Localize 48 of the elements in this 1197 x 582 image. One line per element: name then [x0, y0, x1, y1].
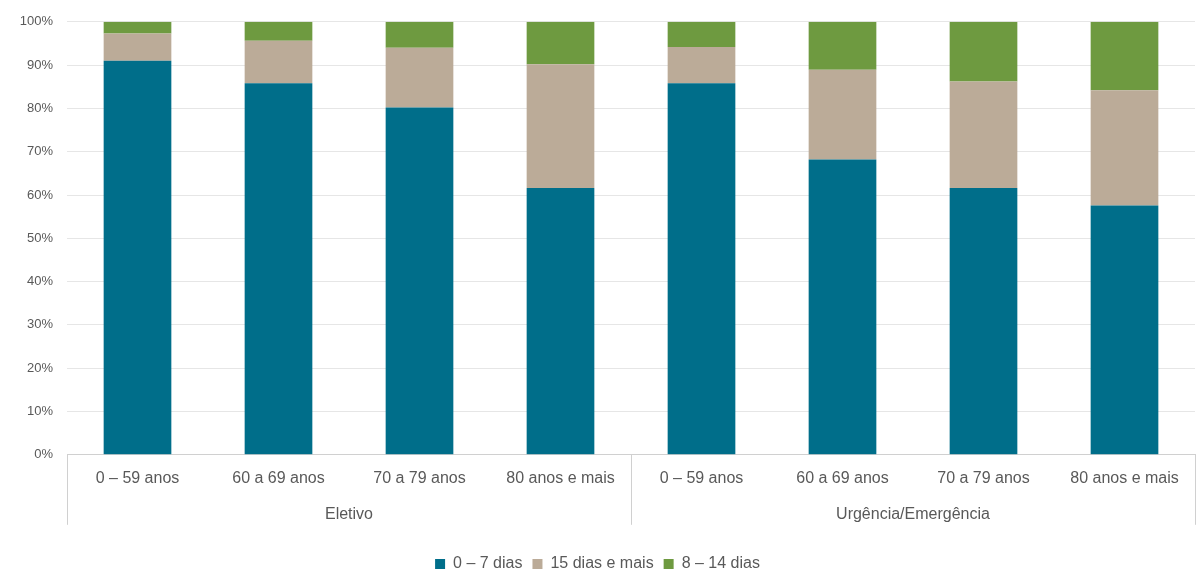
y-tick-label: 100% [19, 13, 54, 29]
bar [808, 21, 877, 70]
y-tick-label: 10% [26, 403, 54, 419]
y-tick-label: 70% [26, 143, 54, 159]
y-tick-label: 60% [26, 186, 54, 202]
y-tick-label: 80% [26, 99, 54, 115]
bar [1090, 205, 1159, 455]
bar [103, 21, 172, 34]
bar [1090, 21, 1159, 91]
x-tick-label: 60 a 69 anos [232, 468, 325, 486]
y-tick-label: 90% [26, 56, 54, 72]
bar [667, 21, 736, 47]
x-tick-label: 80 anos e mais [506, 468, 615, 486]
x-tick-label: 80 anos e mais [1070, 468, 1179, 486]
bar [244, 83, 313, 455]
bar [949, 21, 1018, 82]
legend-label: 15 dias e mais [550, 554, 654, 572]
bar [949, 81, 1018, 189]
text: Eletivo [324, 505, 374, 523]
y-tick-label: 50% [26, 229, 54, 245]
bar [103, 60, 172, 455]
bar [808, 159, 877, 455]
text: Urgência/Emergência [836, 505, 991, 523]
bar [949, 188, 1018, 455]
bar [103, 33, 172, 61]
x-tick-label: 60 a 69 anos [796, 468, 889, 486]
x-tick-label: 0 – 59 anos [95, 468, 180, 486]
y-tick-label: 40% [26, 273, 54, 289]
legend-label: 8 – 14 dias [681, 554, 760, 572]
legend-label: 0 – 7 dias [453, 554, 523, 572]
bar [526, 188, 595, 455]
bar [1090, 90, 1159, 206]
y-tick-label: 30% [26, 316, 54, 332]
bar [526, 21, 595, 65]
bar [244, 21, 313, 41]
bar [385, 21, 454, 48]
x-tick-label: 70 a 79 anos [937, 468, 1030, 486]
bar [667, 83, 736, 455]
bar [526, 64, 595, 189]
bar [808, 69, 877, 160]
bar [244, 40, 313, 84]
bar [667, 46, 736, 84]
bar [385, 47, 454, 108]
bar [385, 107, 454, 455]
x-tick-label: 0 – 59 anos [659, 468, 744, 486]
y-tick-label: 20% [26, 359, 54, 375]
x-tick-label: 70 a 79 anos [373, 468, 466, 486]
y-tick-label: 0% [34, 446, 54, 462]
